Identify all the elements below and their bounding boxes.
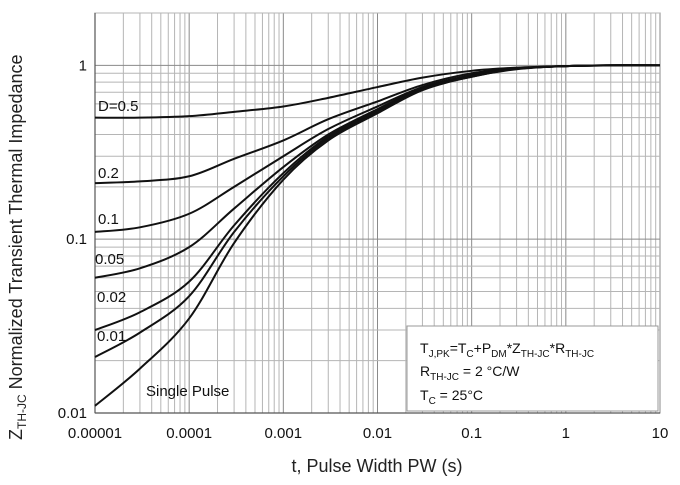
series-label: Single Pulse (146, 383, 229, 400)
series-label: D=0.5 (98, 98, 138, 115)
x-axis-label: t, Pulse Width PW (s) (291, 456, 462, 476)
y-tick-label: 0.01 (58, 405, 87, 422)
annotation-tc: TC = 25°C (420, 387, 483, 407)
series-labels: D=0.5 0.2 0.1 0.05 0.02 0.01 Single Pulse (95, 98, 229, 400)
x-tick-label: 0.001 (265, 425, 303, 442)
x-tick-label: 0.00001 (68, 425, 122, 442)
y-tick-label: 1 (79, 57, 87, 74)
series-label: 0.02 (97, 289, 126, 306)
series-label: 0.1 (98, 211, 119, 228)
tick-labels: 0.00001 0.0001 0.001 0.01 0.1 1 10 0.01 0.1 1 (58, 57, 669, 442)
x-tick-label: 1 (562, 425, 570, 442)
series-label: 0.05 (95, 251, 124, 268)
series-label: 0.2 (98, 165, 119, 182)
x-tick-label: 10 (652, 425, 669, 442)
x-tick-label: 0.1 (461, 425, 482, 442)
curves (94, 64, 661, 407)
annotation-box: TJ,PK=TC+PDM*ZTH-JC*RTH-JC RTH-JC = 2 °C… (406, 325, 659, 412)
x-tick-label: 0.01 (363, 425, 392, 442)
x-tick-label: 0.0001 (166, 425, 212, 442)
y-axis-label: ZTH-JC Normalized Transient Thermal Impe… (6, 55, 29, 441)
annotation-rth: RTH-JC = 2 °C/W (420, 363, 520, 383)
annotation-formula: TJ,PK=TC+PDM*ZTH-JC*RTH-JC (420, 340, 594, 360)
y-tick-label: 0.1 (66, 231, 87, 248)
series-label: 0.01 (97, 328, 126, 345)
series-line (94, 64, 661, 407)
